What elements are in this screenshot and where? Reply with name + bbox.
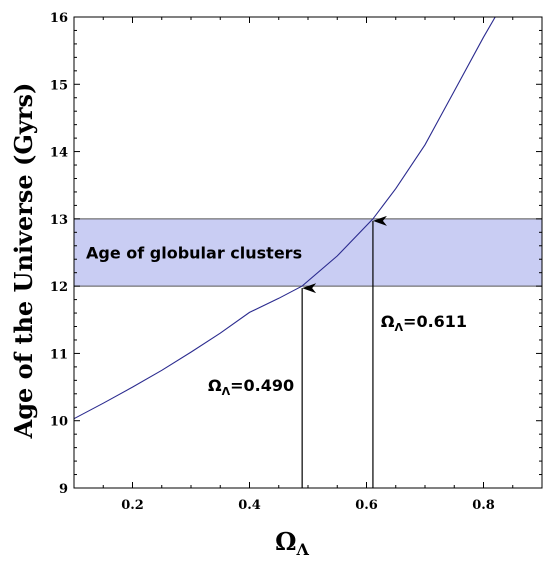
band-label: Age of globular clusters: [86, 244, 302, 263]
annotation-subscript: Λ: [395, 321, 404, 334]
y-tick-label: 15: [50, 78, 68, 93]
y-tick-label: 16: [50, 11, 68, 26]
globular-cluster-band: [74, 218, 542, 287]
y-tick-label: 10: [50, 415, 68, 430]
y-tick-label: 14: [50, 146, 68, 161]
x-axis-title: ΩΛ: [275, 527, 309, 559]
x-tick-label: 0.6: [355, 498, 378, 513]
x-axis-title-main: Ω: [275, 527, 296, 556]
annotation-label: ΩΛ=0.490: [208, 376, 294, 398]
x-tick-label: 0.4: [238, 498, 261, 513]
y-tick-label: 12: [50, 280, 68, 295]
band-layer: Age of globular clusters: [74, 218, 542, 287]
annotation-label: ΩΛ=0.611: [381, 312, 467, 334]
y-tick-label: 11: [50, 347, 68, 362]
annotation-subscript: Λ: [222, 385, 231, 398]
x-axis-title-sub: Λ: [295, 540, 309, 559]
annotation-value: =0.611: [403, 312, 467, 331]
x-tick-label: 0.8: [472, 498, 495, 513]
annotation-value: =0.490: [230, 376, 294, 395]
y-tick-label: 9: [59, 482, 68, 497]
y-axis-ticks: 9 10 11 12 13 14 15 16: [50, 11, 542, 497]
annotation-symbol: Ω: [208, 376, 222, 395]
x-axis-ticks: 0.2 0.4 0.6 0.8: [73, 17, 543, 513]
age-curve: [73, 16, 496, 420]
y-axis-title: Age of the Universe (Gyrs): [9, 83, 38, 440]
annotation-symbol: Ω: [381, 312, 395, 331]
y-tick-label: 13: [50, 213, 68, 228]
x-tick-label: 0.2: [121, 498, 144, 513]
